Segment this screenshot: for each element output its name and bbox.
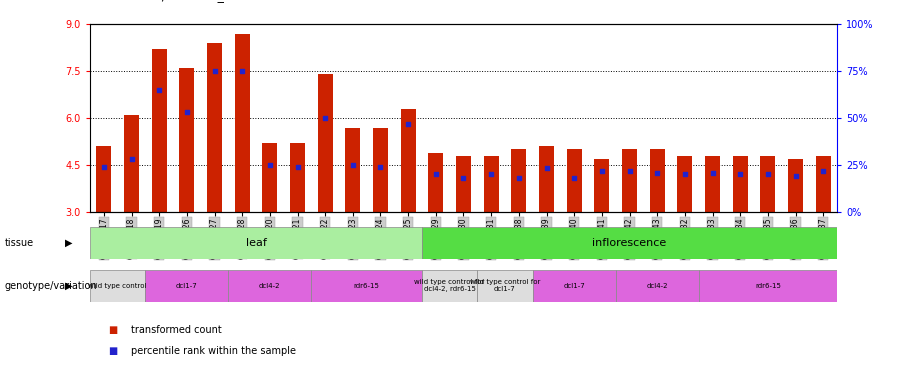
Bar — [400, 109, 416, 212]
Bar — [622, 149, 637, 212]
Point — [263, 162, 277, 168]
Text: genotype/variation: genotype/variation — [4, 281, 97, 291]
Point — [595, 168, 609, 174]
Bar — [229, 270, 311, 302]
Point — [401, 122, 416, 128]
Point — [96, 164, 111, 170]
Text: inflorescence: inflorescence — [592, 238, 667, 248]
Point — [291, 164, 305, 170]
Point — [567, 174, 581, 180]
Bar — [235, 34, 250, 212]
Text: wild type control for
dcl1-7: wild type control for dcl1-7 — [470, 279, 540, 292]
Bar — [207, 43, 222, 212]
Point — [318, 115, 332, 121]
Point — [152, 87, 166, 93]
Point — [180, 109, 194, 115]
Bar — [511, 149, 526, 212]
Point — [706, 170, 720, 176]
Bar — [96, 146, 112, 212]
Text: wild type control for
dcl4-2, rdr6-15: wild type control for dcl4-2, rdr6-15 — [415, 279, 485, 292]
Point — [816, 168, 831, 174]
Bar — [311, 270, 422, 302]
Bar — [616, 270, 698, 302]
Text: tissue: tissue — [4, 238, 33, 248]
Point — [788, 173, 803, 179]
Point — [456, 174, 471, 180]
Text: dcl4-2: dcl4-2 — [646, 283, 668, 289]
Bar — [422, 270, 477, 302]
Bar — [705, 156, 720, 212]
Bar — [151, 50, 166, 212]
Bar — [179, 68, 194, 212]
Bar — [145, 270, 229, 302]
Text: wild type control: wild type control — [88, 283, 147, 289]
Bar — [90, 270, 145, 302]
Bar — [422, 227, 837, 259]
Bar — [650, 149, 665, 212]
Text: ■: ■ — [108, 346, 117, 355]
Text: rdr6-15: rdr6-15 — [354, 283, 380, 289]
Point — [539, 165, 554, 171]
Bar — [90, 227, 422, 259]
Text: transformed count: transformed count — [130, 325, 221, 335]
Bar — [373, 128, 388, 212]
Text: dcl1-7: dcl1-7 — [563, 283, 585, 289]
Bar — [567, 149, 581, 212]
Text: dcl1-7: dcl1-7 — [176, 283, 198, 289]
Bar — [456, 156, 471, 212]
Point — [511, 174, 526, 180]
Point — [622, 168, 636, 174]
Bar — [760, 156, 776, 212]
Bar — [677, 156, 692, 212]
Bar — [539, 146, 554, 212]
Bar — [815, 156, 831, 212]
Point — [124, 156, 139, 162]
Text: dcl4-2: dcl4-2 — [259, 283, 281, 289]
Point — [235, 68, 249, 74]
Bar — [124, 115, 140, 212]
Bar — [698, 270, 837, 302]
Point — [760, 171, 775, 177]
Bar — [477, 270, 533, 302]
Text: leaf: leaf — [246, 238, 266, 248]
Bar — [290, 143, 305, 212]
Point — [484, 171, 499, 177]
Point — [678, 171, 692, 177]
Bar — [483, 156, 499, 212]
Point — [650, 170, 664, 176]
Bar — [533, 270, 616, 302]
Text: percentile rank within the sample: percentile rank within the sample — [130, 346, 295, 355]
Text: ▶: ▶ — [65, 238, 72, 248]
Point — [374, 164, 388, 170]
Point — [428, 171, 443, 177]
Bar — [594, 159, 609, 212]
Bar — [318, 74, 333, 212]
Text: ■: ■ — [108, 325, 117, 335]
Point — [733, 171, 747, 177]
Point — [207, 68, 221, 74]
Point — [346, 162, 360, 168]
Text: rdr6-15: rdr6-15 — [755, 283, 781, 289]
Bar — [733, 156, 748, 212]
Text: ▶: ▶ — [65, 281, 72, 291]
Bar — [788, 159, 803, 212]
Text: GDS1466 / 247026_at: GDS1466 / 247026_at — [99, 0, 237, 2]
Bar — [428, 153, 444, 212]
Bar — [262, 143, 277, 212]
Bar — [346, 128, 360, 212]
